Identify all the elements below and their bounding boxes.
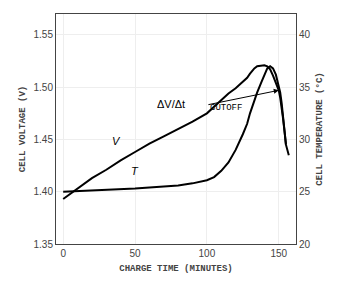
svg-text:CUTOFF: CUTOFF: [210, 103, 242, 113]
svg-text:20: 20: [299, 239, 311, 250]
svg-text:CELL VOLTAGE (V): CELL VOLTAGE (V): [18, 86, 28, 172]
svg-text:150: 150: [270, 248, 287, 259]
svg-text:ΔV/Δt: ΔV/Δt: [157, 98, 185, 110]
svg-text:30: 30: [299, 134, 311, 145]
svg-text:25: 25: [299, 186, 311, 197]
svg-text:1.50: 1.50: [34, 82, 54, 93]
svg-text:1.40: 1.40: [34, 186, 54, 197]
svg-text:CELL TEMPERATURE (°C): CELL TEMPERATURE (°C): [315, 72, 325, 185]
svg-text:CHARGE TIME (MINUTES): CHARGE TIME (MINUTES): [119, 264, 232, 274]
svg-text:100: 100: [199, 248, 216, 259]
svg-text:35: 35: [299, 82, 311, 93]
svg-text:40: 40: [299, 29, 311, 40]
svg-text:1.45: 1.45: [34, 134, 54, 145]
svg-text:1.35: 1.35: [34, 239, 54, 250]
svg-text:50: 50: [129, 248, 141, 259]
svg-text:V: V: [112, 135, 121, 147]
svg-text:0: 0: [60, 248, 66, 259]
svg-text:T: T: [131, 165, 139, 177]
svg-text:1.55: 1.55: [34, 29, 54, 40]
